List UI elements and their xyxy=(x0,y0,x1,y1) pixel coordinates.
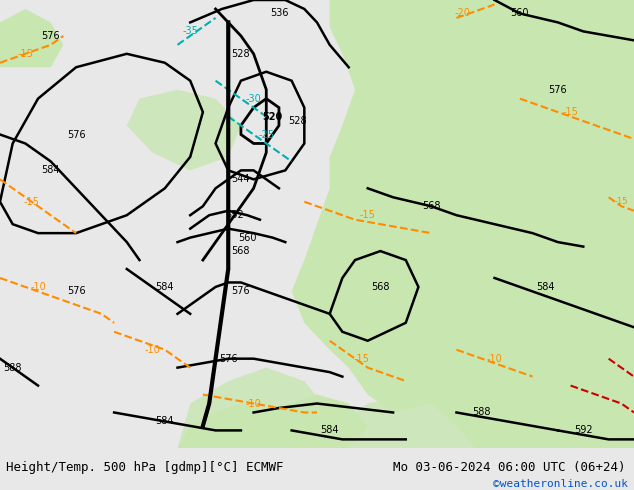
Text: 584: 584 xyxy=(536,282,555,292)
Text: -15: -15 xyxy=(562,107,579,117)
Text: -35: -35 xyxy=(182,26,198,36)
Text: 588: 588 xyxy=(3,363,22,373)
Text: 576: 576 xyxy=(548,85,567,95)
Polygon shape xyxy=(292,0,634,448)
Text: -15: -15 xyxy=(353,354,370,364)
Polygon shape xyxy=(355,0,634,135)
Text: 576: 576 xyxy=(67,129,86,140)
Text: 588: 588 xyxy=(472,408,491,417)
Text: Mo 03-06-2024 06:00 UTC (06+24): Mo 03-06-2024 06:00 UTC (06+24) xyxy=(393,461,626,474)
Text: 528: 528 xyxy=(288,116,307,126)
Polygon shape xyxy=(178,368,330,448)
Text: 584: 584 xyxy=(41,165,60,175)
Text: 568: 568 xyxy=(231,246,250,256)
Text: -10: -10 xyxy=(487,354,502,364)
Text: 584: 584 xyxy=(155,416,174,426)
Text: 528: 528 xyxy=(231,49,250,59)
Text: -15: -15 xyxy=(17,49,34,59)
Polygon shape xyxy=(330,394,495,448)
Text: -20: -20 xyxy=(455,8,471,19)
Text: 592: 592 xyxy=(574,425,593,436)
Text: -15: -15 xyxy=(23,197,40,207)
Text: 536: 536 xyxy=(269,8,288,19)
Text: 576: 576 xyxy=(231,287,250,296)
Polygon shape xyxy=(178,394,368,448)
Polygon shape xyxy=(0,9,63,67)
Text: 560: 560 xyxy=(510,8,529,19)
Text: 568: 568 xyxy=(422,201,441,211)
Text: 552: 552 xyxy=(225,210,244,220)
Text: -10: -10 xyxy=(145,344,160,355)
Polygon shape xyxy=(127,90,241,171)
Text: 584: 584 xyxy=(320,425,339,436)
Text: -30: -30 xyxy=(246,94,261,104)
Text: 576: 576 xyxy=(41,31,60,41)
Text: 560: 560 xyxy=(238,233,257,243)
Text: -15: -15 xyxy=(359,210,376,220)
Text: -10: -10 xyxy=(246,398,261,409)
Text: ©weatheronline.co.uk: ©weatheronline.co.uk xyxy=(493,479,628,489)
Text: Height/Temp. 500 hPa [gdmp][°C] ECMWF: Height/Temp. 500 hPa [gdmp][°C] ECMWF xyxy=(6,461,284,474)
Text: 584: 584 xyxy=(155,282,174,292)
Text: 576: 576 xyxy=(67,287,86,296)
Text: 544: 544 xyxy=(231,174,250,184)
Text: 520: 520 xyxy=(262,112,283,122)
Polygon shape xyxy=(380,179,634,323)
Text: 568: 568 xyxy=(371,282,390,292)
Text: 576: 576 xyxy=(219,354,238,364)
Text: -25: -25 xyxy=(258,129,275,140)
Text: -15: -15 xyxy=(614,197,628,206)
Text: -10: -10 xyxy=(30,282,46,292)
